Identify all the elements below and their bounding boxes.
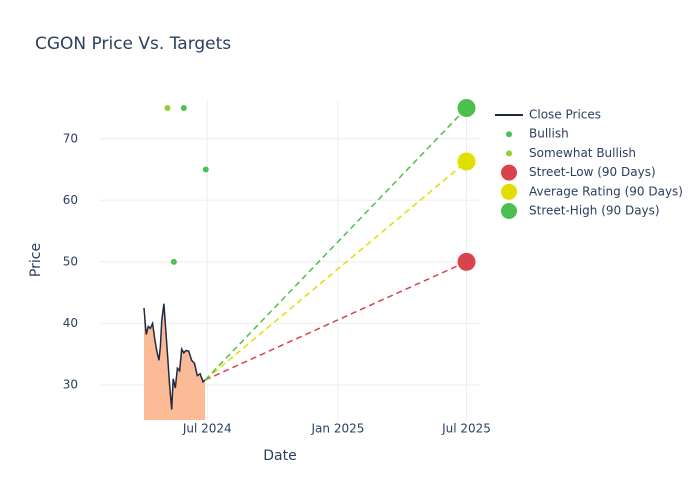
price-area: [144, 303, 206, 420]
target-line: [204, 107, 468, 381]
target-line: [204, 261, 467, 381]
legend-label: Bullish: [529, 127, 569, 141]
legend-label: Street-High (90 Days): [529, 204, 660, 218]
legend-marker: [506, 150, 512, 157]
y-axis-title: Price: [28, 243, 44, 277]
y-tick-label: 70: [63, 131, 78, 145]
legend-marker: [501, 183, 517, 200]
legend-marker: [506, 131, 512, 138]
legend-label: Somewhat Bullish: [529, 146, 636, 160]
x-tick-label: Jul 2025: [441, 422, 491, 436]
x-axis-title: Date: [263, 448, 296, 464]
target-marker: [457, 99, 476, 117]
rating-point: [164, 105, 171, 111]
legend-marker: [501, 164, 517, 181]
target-line: [204, 160, 467, 381]
y-tick-label: 30: [63, 377, 78, 391]
rating-point: [170, 258, 177, 265]
chart-title: CGON Price Vs. Targets: [35, 34, 231, 54]
y-tick-label: 50: [63, 254, 78, 268]
target-marker: [457, 252, 476, 271]
y-tick-label: 40: [63, 316, 78, 330]
y-tick-label: 60: [63, 193, 78, 207]
legend-marker: [501, 203, 517, 219]
rating-point: [202, 166, 209, 173]
legend-label: Close Prices: [529, 108, 601, 122]
target-marker: [457, 152, 476, 171]
rating-point: [180, 105, 187, 111]
x-tick-label: Jan 2025: [311, 422, 365, 436]
legend-label: Street-Low (90 Days): [529, 165, 656, 179]
x-tick-label: Jul 2024: [182, 422, 232, 436]
price-line: [143, 303, 206, 410]
legend-label: Average Rating (90 Days): [529, 184, 683, 198]
